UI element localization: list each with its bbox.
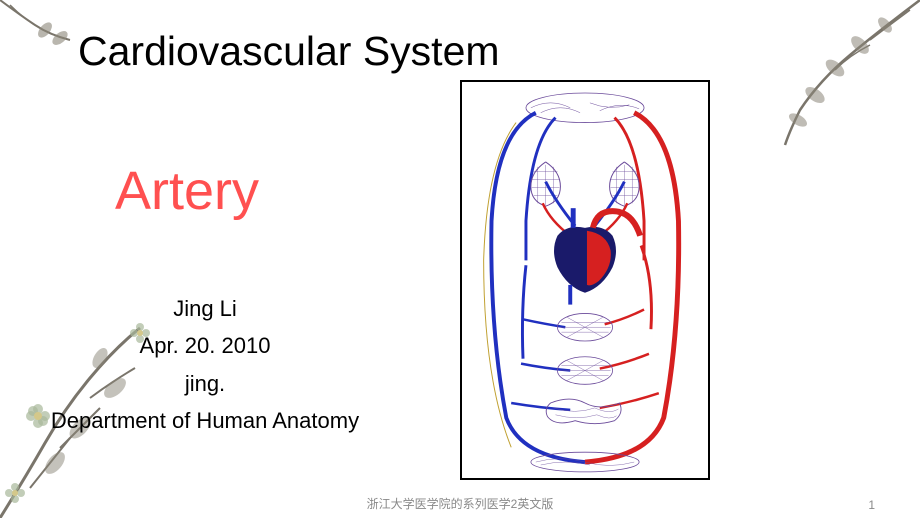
slide-subtitle: Artery xyxy=(115,160,259,222)
footer-text: 浙江大学医学院的系列医学2英文版 xyxy=(367,495,554,512)
decorative-branch-top-right xyxy=(750,0,920,150)
author-name: Jing Li xyxy=(15,290,395,327)
department-name: Department of Human Anatomy xyxy=(15,402,395,439)
circulation-diagram xyxy=(460,80,710,480)
page-number: 1 xyxy=(868,498,875,512)
decorative-branch-top-left xyxy=(0,0,90,60)
author-info-block: Jing Li Apr. 20. 2010 jing. Department o… xyxy=(15,290,395,440)
author-email: jing. xyxy=(15,365,395,402)
slide-title: Cardiovascular System xyxy=(78,28,500,75)
presentation-date: Apr. 20. 2010 xyxy=(15,327,395,364)
